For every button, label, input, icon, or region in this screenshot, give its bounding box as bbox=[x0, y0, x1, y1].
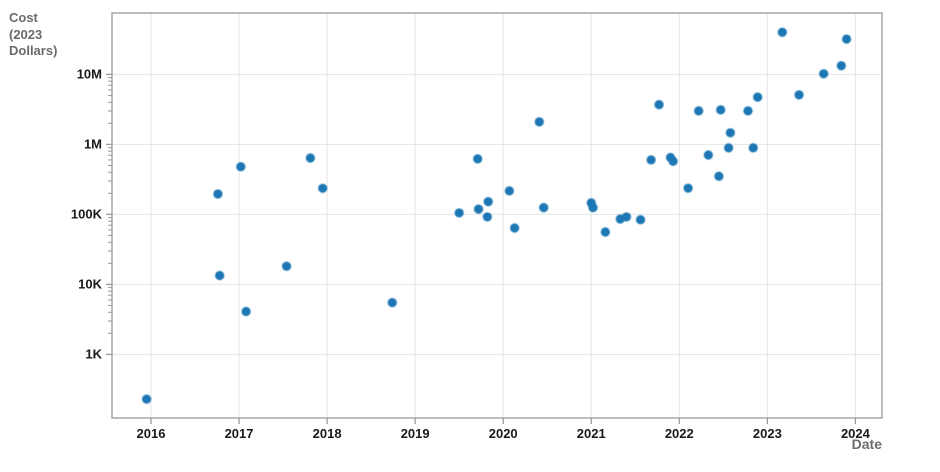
svg-text:10M: 10M bbox=[77, 66, 102, 81]
svg-text:2023: 2023 bbox=[753, 426, 782, 441]
svg-text:1M: 1M bbox=[84, 136, 102, 151]
svg-text:2022: 2022 bbox=[665, 426, 694, 441]
svg-text:2020: 2020 bbox=[489, 426, 518, 441]
svg-text:2017: 2017 bbox=[225, 426, 254, 441]
svg-text:10K: 10K bbox=[78, 276, 102, 291]
svg-text:2019: 2019 bbox=[401, 426, 430, 441]
svg-text:2016: 2016 bbox=[137, 426, 166, 441]
svg-text:2021: 2021 bbox=[577, 426, 606, 441]
svg-text:100K: 100K bbox=[71, 206, 103, 221]
svg-text:2018: 2018 bbox=[313, 426, 342, 441]
svg-text:1K: 1K bbox=[85, 346, 102, 361]
